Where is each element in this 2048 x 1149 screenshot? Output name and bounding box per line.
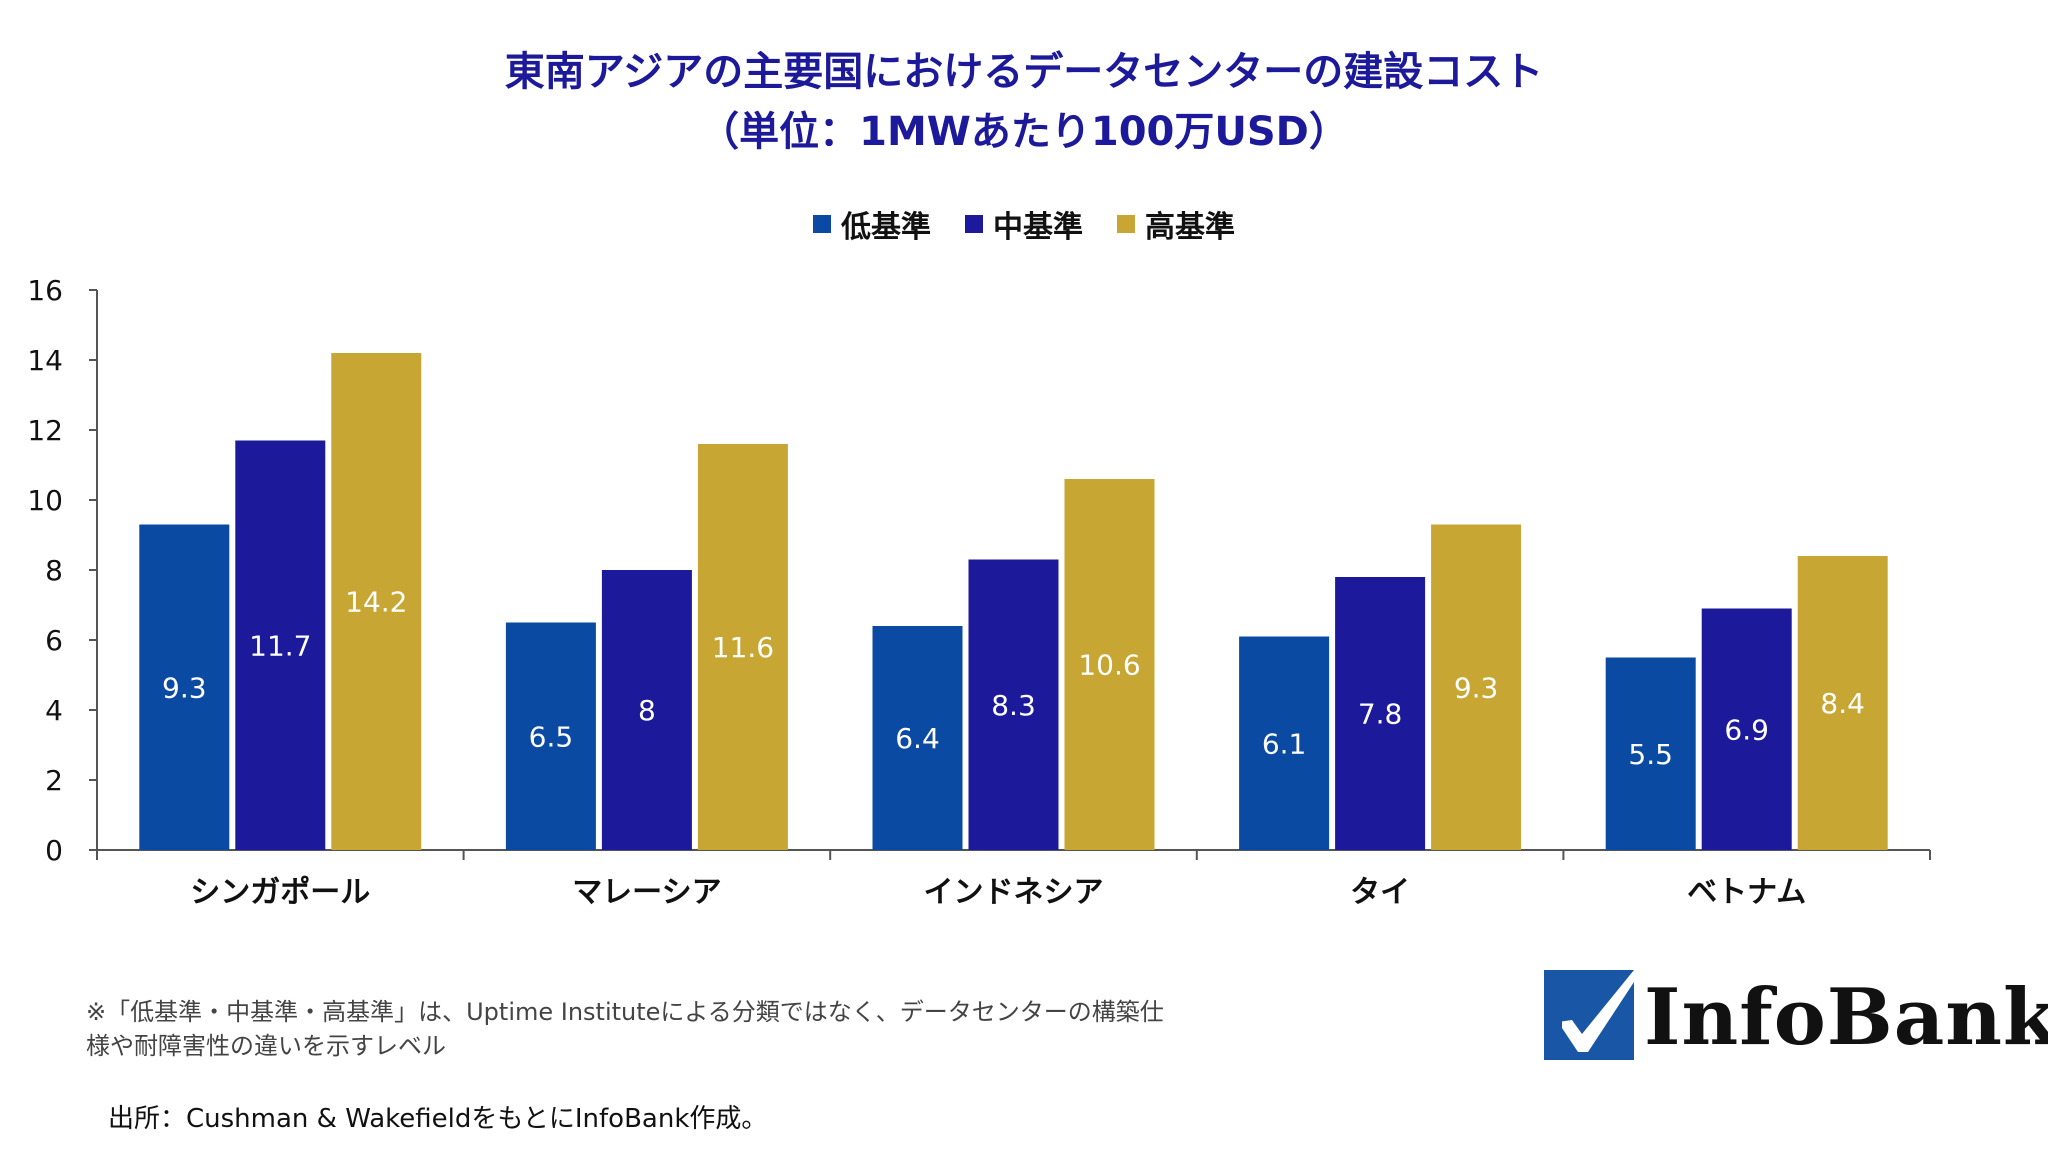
data-label: 6.1 <box>1262 727 1307 760</box>
bar-1-1 <box>601 570 692 850</box>
y-tick-label: 6 <box>45 624 63 657</box>
x-tick-label: マレーシア <box>572 875 721 910</box>
bar-0-1 <box>235 440 326 850</box>
data-label: 11.6 <box>712 631 774 664</box>
data-label: 9.3 <box>162 671 207 704</box>
bar-4-0 <box>1605 657 1696 850</box>
data-label: 9.3 <box>1454 671 1499 704</box>
bar-2-1 <box>968 559 1059 850</box>
x-tick-label: ベトナム <box>1687 875 1806 910</box>
data-label: 6.9 <box>1724 713 1769 746</box>
data-label: 10.6 <box>1078 649 1140 682</box>
y-tick-label: 14 <box>27 344 63 377</box>
data-label: 8.4 <box>1820 687 1865 720</box>
chart-title: 東南アジアの主要国におけるデータセンターの建設コスト <box>504 49 1544 95</box>
bar-3-0 <box>1239 636 1330 850</box>
chart-subtitle: （単位：1MWあたり100万USD） <box>699 109 1349 155</box>
checkmark-logo-icon <box>1544 970 1634 1060</box>
legend-label-low: 低基準 <box>841 210 931 245</box>
legend-item-high: 高基準 <box>1117 202 1235 246</box>
data-label: 8.3 <box>991 689 1036 722</box>
y-tick-label: 10 <box>27 484 63 517</box>
legend-label-high: 高基準 <box>1145 210 1235 245</box>
y-tick-label: 12 <box>27 414 63 447</box>
y-tick-label: 2 <box>45 764 63 797</box>
source-note: 出所：Cushman & WakefieldをもとにInfoBank作成。 <box>108 1104 768 1134</box>
y-tick-label: 4 <box>45 694 63 727</box>
x-tick-label: タイ <box>1350 875 1410 910</box>
legend-swatch-mid <box>965 215 983 233</box>
bar-3-1 <box>1335 577 1426 850</box>
x-tick-label: シンガポール <box>190 875 370 910</box>
bar-1-2 <box>697 444 788 850</box>
bar-0-2 <box>331 353 422 850</box>
data-label: 5.5 <box>1628 738 1673 771</box>
legend-item-low: 低基準 <box>813 202 931 246</box>
data-label: 6.5 <box>529 720 574 753</box>
data-label: 11.7 <box>249 629 311 662</box>
y-tick-label: 0 <box>45 834 63 867</box>
data-label: 14.2 <box>345 586 407 619</box>
data-label: 6.4 <box>895 722 940 755</box>
y-tick-label: 16 <box>27 274 63 307</box>
footnote: ※「低基準・中基準・高基準」は、Uptime Instituteによる分類ではな… <box>86 998 1164 1060</box>
legend-swatch-high <box>1117 215 1135 233</box>
bar-4-1 <box>1701 608 1792 850</box>
logo-text: InfoBank <box>1644 972 2048 1063</box>
bar-4-2 <box>1797 556 1888 850</box>
data-label: 7.8 <box>1358 698 1403 731</box>
infobank-logo: InfoBank <box>1544 970 2048 1070</box>
legend-swatch-low <box>813 215 831 233</box>
legend-item-mid: 中基準 <box>965 202 1083 246</box>
data-label: 8 <box>638 694 656 727</box>
bar-3-2 <box>1431 524 1522 850</box>
bar-2-0 <box>872 626 963 850</box>
legend-label-mid: 中基準 <box>993 210 1083 245</box>
y-tick-label: 8 <box>45 554 63 587</box>
legend: 低基準 中基準 高基準 <box>0 202 2048 246</box>
bar-chart: 0 2 4 6 8 10 12 14 16 9.3 11.7 14.2 シンガポール 6.5 8 11.6 マレ… <box>27 274 1931 910</box>
bar-1-0 <box>505 622 596 850</box>
bar-0-0 <box>139 524 230 850</box>
bar-2-2 <box>1064 479 1155 850</box>
x-tick-label: インドネシア <box>924 875 1104 910</box>
